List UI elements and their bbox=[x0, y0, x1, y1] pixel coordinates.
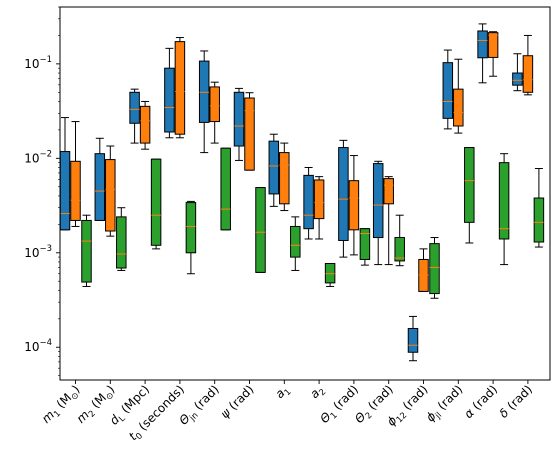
box-group bbox=[348, 155, 360, 256]
box-group bbox=[533, 168, 545, 248]
box bbox=[70, 160, 81, 221]
box bbox=[198, 60, 210, 123]
box-group bbox=[394, 214, 405, 267]
box bbox=[105, 159, 116, 232]
box bbox=[313, 179, 325, 220]
box-group bbox=[220, 147, 231, 231]
box-group bbox=[487, 31, 499, 77]
box-group bbox=[94, 137, 106, 221]
box bbox=[477, 30, 488, 59]
box bbox=[372, 163, 384, 239]
box-group bbox=[164, 47, 175, 139]
box bbox=[233, 91, 245, 147]
box bbox=[407, 327, 419, 353]
box-group bbox=[279, 142, 290, 212]
box-group bbox=[383, 176, 394, 266]
box bbox=[303, 174, 314, 230]
box bbox=[290, 225, 301, 258]
box-group bbox=[303, 166, 314, 240]
box bbox=[487, 32, 499, 58]
box-group bbox=[338, 139, 349, 258]
y-tick-label: 10−2 bbox=[24, 149, 52, 165]
box-group bbox=[522, 34, 534, 96]
box bbox=[429, 243, 440, 295]
box bbox=[359, 228, 371, 260]
box-group bbox=[244, 92, 255, 171]
box bbox=[453, 88, 464, 127]
box bbox=[394, 237, 405, 262]
box bbox=[442, 62, 454, 119]
box-group bbox=[429, 237, 440, 299]
box-group bbox=[477, 23, 488, 84]
box bbox=[522, 55, 534, 93]
box bbox=[185, 202, 197, 254]
box bbox=[383, 178, 394, 205]
box-group bbox=[372, 160, 384, 266]
box bbox=[255, 187, 266, 273]
box-group bbox=[81, 214, 92, 287]
box-group bbox=[407, 315, 419, 362]
box bbox=[533, 197, 545, 243]
box bbox=[174, 41, 186, 135]
y-tick-label: 10−4 bbox=[24, 338, 52, 354]
box bbox=[512, 72, 523, 86]
box-group bbox=[233, 87, 245, 161]
box-group bbox=[185, 200, 197, 275]
box-group bbox=[268, 133, 280, 207]
box bbox=[220, 147, 231, 231]
box bbox=[338, 147, 349, 241]
box bbox=[498, 162, 510, 240]
box-group bbox=[174, 37, 186, 139]
box-group bbox=[116, 207, 127, 271]
box bbox=[464, 147, 475, 223]
box-group bbox=[442, 49, 454, 130]
box-group bbox=[313, 176, 325, 240]
box bbox=[164, 67, 175, 133]
box-group bbox=[512, 53, 523, 92]
box-group bbox=[418, 248, 429, 292]
box-group bbox=[209, 81, 220, 144]
box bbox=[59, 151, 71, 231]
box bbox=[94, 153, 106, 221]
box-group bbox=[359, 228, 371, 266]
box-group bbox=[150, 158, 162, 250]
box bbox=[279, 152, 290, 205]
box bbox=[324, 263, 336, 284]
boxes-layer bbox=[59, 23, 545, 362]
box-group bbox=[290, 216, 301, 271]
box-group bbox=[139, 100, 151, 150]
box-group bbox=[105, 145, 116, 237]
box-group bbox=[129, 88, 140, 144]
box bbox=[244, 97, 255, 171]
box bbox=[268, 140, 280, 195]
box bbox=[116, 216, 127, 269]
box-group bbox=[464, 147, 475, 244]
box-group bbox=[198, 50, 210, 154]
box bbox=[129, 91, 140, 124]
box-group bbox=[255, 187, 266, 273]
y-tick-label: 10−3 bbox=[24, 244, 52, 260]
box bbox=[348, 180, 360, 231]
box bbox=[81, 219, 92, 283]
box-group bbox=[324, 263, 336, 287]
box bbox=[139, 105, 151, 144]
box-group bbox=[453, 58, 464, 134]
box bbox=[209, 86, 220, 123]
box-group bbox=[498, 153, 510, 266]
y-tick-label: 10−1 bbox=[24, 55, 52, 71]
plot-frame bbox=[59, 6, 551, 381]
box-group bbox=[70, 121, 81, 227]
box bbox=[150, 158, 162, 246]
